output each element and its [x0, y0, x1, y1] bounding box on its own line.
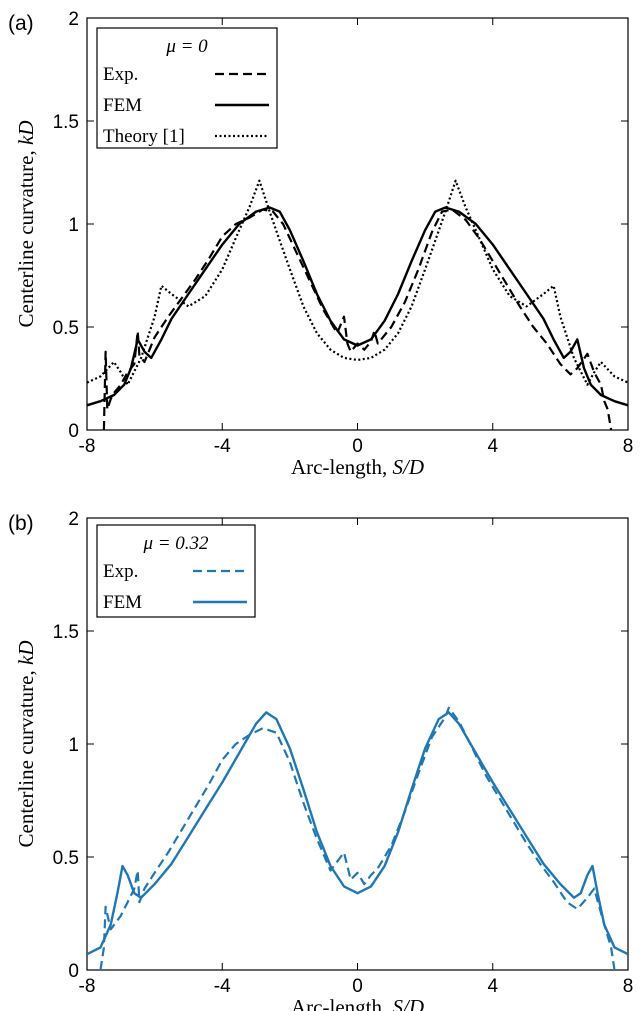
x-tick-label: -8: [79, 436, 96, 457]
y-tick-label: 1.5: [53, 622, 79, 643]
legend-entry-label: FEM: [103, 95, 142, 116]
legend-entry-label: Exp.: [103, 64, 138, 85]
y-tick-label: 1.5: [53, 112, 79, 133]
y-axis-label: Centerline curvature, kD: [14, 121, 38, 328]
x-tick-label: 0: [352, 436, 363, 457]
x-tick-label: 4: [487, 976, 498, 997]
y-tick-label: 1: [68, 215, 79, 236]
y-tick-label: 0.5: [53, 848, 79, 869]
x-tick-label: 0: [352, 976, 363, 997]
y-tick-label: 0: [68, 421, 79, 442]
x-axis-label: Arc-length, S/D: [291, 455, 424, 479]
x-tick-label: 8: [623, 436, 634, 457]
legend-title: μ = 0.32: [142, 533, 209, 554]
y-axis-label: Centerline curvature, kD: [14, 641, 38, 848]
x-tick-label: -4: [214, 436, 231, 457]
x-axis-label: Arc-length, S/D: [291, 995, 424, 1011]
x-tick-label: 8: [623, 976, 634, 997]
series-line-fem: [87, 206, 628, 407]
chart-panel-b: (b) -8 -4 0 4 8 0 0.5 1 1.5 2 Arc-length, S/D Center…: [8, 509, 633, 1011]
panel-label: (a): [8, 12, 34, 35]
x-tick-label: -4: [214, 976, 231, 997]
series-line-exp: [99, 706, 616, 970]
legend-entry-label: Exp.: [103, 561, 138, 582]
y-tick-label: 0.5: [53, 318, 79, 339]
y-tick-label: 2: [68, 9, 79, 30]
series-line-fem: [87, 711, 628, 956]
legend-box: [96, 27, 278, 149]
series-line-exp: [102, 208, 613, 430]
y-tick-label: 0: [68, 961, 79, 982]
y-tick-label: 1: [68, 735, 79, 756]
x-tick-label: 4: [487, 436, 498, 457]
x-tick-label: -8: [79, 976, 96, 997]
y-tick-label: 2: [68, 509, 79, 530]
series-line-theory-1: [87, 179, 628, 386]
legend-entry-label: Theory [1]: [103, 126, 185, 147]
legend: μ = 0 Exp. FEM Theory [1]: [96, 27, 278, 149]
panel-label: (b): [8, 512, 34, 535]
legend-title: μ = 0: [165, 36, 208, 57]
legend-entry-label: FEM: [103, 592, 142, 613]
chart-panel-a: (a) -8 -4 0 4 8 0 0.5 1 1.5 2 Arc-length, S/D Center…: [8, 9, 633, 479]
